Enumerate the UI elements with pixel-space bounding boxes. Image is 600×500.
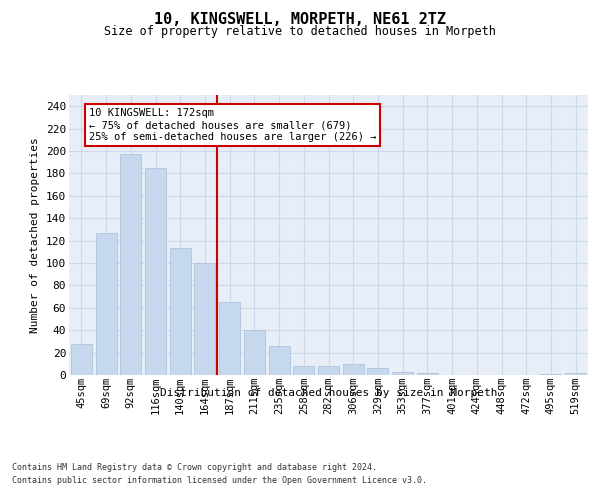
Text: Contains HM Land Registry data © Crown copyright and database right 2024.: Contains HM Land Registry data © Crown c… (12, 462, 377, 471)
Bar (392, 372, 413, 375)
Text: 10 KINGSWELL: 172sqm
← 75% of detached houses are smaller (679)
25% of semi-deta: 10 KINGSWELL: 172sqm ← 75% of detached h… (89, 108, 376, 142)
Bar (170, 248, 191, 375)
Text: 10, KINGSWELL, MORPETH, NE61 2TZ: 10, KINGSWELL, MORPETH, NE61 2TZ (154, 12, 446, 28)
Bar (95, 233, 116, 375)
Text: Distribution of detached houses by size in Morpeth: Distribution of detached houses by size … (160, 388, 497, 398)
Text: Contains public sector information licensed under the Open Government Licence v3: Contains public sector information licen… (12, 476, 427, 485)
Bar (194, 263, 215, 375)
Bar (417, 373, 438, 375)
Y-axis label: Number of detached properties: Number of detached properties (31, 137, 40, 333)
Bar (120, 154, 141, 375)
Bar (343, 364, 364, 375)
Bar (71, 344, 92, 375)
Bar (318, 366, 339, 375)
Bar (541, 374, 562, 375)
Text: Size of property relative to detached houses in Morpeth: Size of property relative to detached ho… (104, 25, 496, 38)
Bar (367, 368, 388, 375)
Bar (565, 373, 586, 375)
Bar (145, 168, 166, 375)
Bar (293, 366, 314, 375)
Bar (219, 302, 240, 375)
Bar (269, 346, 290, 375)
Bar (244, 330, 265, 375)
